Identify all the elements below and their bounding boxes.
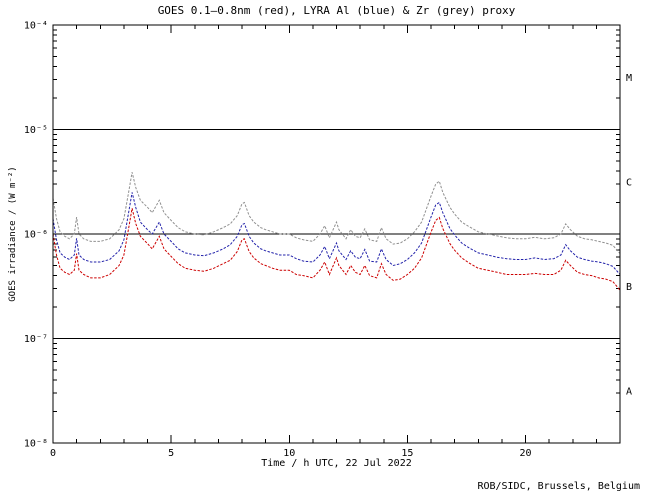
x-tick-label: 5 <box>168 448 174 459</box>
plot-border <box>52 24 621 444</box>
y-tick-label: 10⁻⁴ <box>24 21 48 32</box>
flare-class-m: M <box>626 73 632 84</box>
axis-ticks <box>52 24 621 444</box>
x-tick-label: 15 <box>401 448 413 459</box>
x-tick-label: 20 <box>519 448 531 459</box>
y-tick-label: 10⁻⁸ <box>24 439 48 450</box>
y-tick-label: 10⁻⁶ <box>24 230 48 241</box>
flare-class-labels: M C B A <box>626 73 632 397</box>
series-lyra_al <box>52 192 621 275</box>
credit-text: ROB/SIDC, Brussels, Belgium <box>477 481 640 492</box>
flare-class-b: B <box>626 282 632 293</box>
y-tick-label: 10⁻⁵ <box>24 125 48 136</box>
flare-class-a: A <box>626 386 632 397</box>
series-lyra_zr <box>52 172 621 254</box>
x-tick-label: 0 <box>50 448 56 459</box>
axis-tick-labels: 0 5 10 15 20 10⁻⁸ 10⁻⁷ 10⁻⁶ 10⁻⁵ 10⁻⁴ <box>24 21 532 460</box>
chart-title: GOES 0.1–0.8nm (red), LYRA Al (blue) & Z… <box>157 4 516 17</box>
y-tick-label: 10⁻⁷ <box>24 334 48 345</box>
x-tick-label: 10 <box>283 448 295 459</box>
y-axis-label: GOES irradiance / (W m⁻²) <box>8 166 18 302</box>
data-series <box>52 172 621 291</box>
flare-class-lines <box>53 129 620 339</box>
x-axis-label: Time / h UTC, 22 Jul 2022 <box>261 458 412 469</box>
series-goes <box>52 208 621 291</box>
flare-class-c: C <box>626 177 632 188</box>
